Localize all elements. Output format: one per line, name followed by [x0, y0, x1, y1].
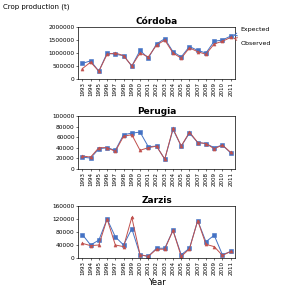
Title: Zarzis: Zarzis [141, 196, 172, 205]
Text: Crop production (t): Crop production (t) [3, 3, 70, 10]
Title: Córdoba: Córdoba [135, 17, 178, 26]
X-axis label: Year: Year [148, 278, 165, 287]
Text: Expected: Expected [234, 27, 270, 36]
Title: Perugia: Perugia [137, 107, 176, 116]
Text: Observed: Observed [234, 38, 271, 46]
